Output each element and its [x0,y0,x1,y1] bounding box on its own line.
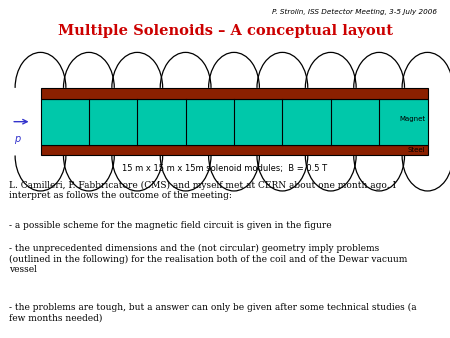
Text: Multiple Solenoids – A conceptual layout: Multiple Solenoids – A conceptual layout [58,24,392,38]
Text: L. Camilleri, P. Fabbricatore (CMS) and myself met at CERN about one month ago. : L. Camilleri, P. Fabbricatore (CMS) and … [9,181,396,200]
Text: Magnet: Magnet [399,116,425,122]
Text: - a possible scheme for the magnetic field circuit is given in the figure: - a possible scheme for the magnetic fie… [9,221,332,231]
Text: Steel: Steel [408,147,425,153]
Bar [40,145,428,155]
Text: - the unprecedented dimensions and the (not circular) geometry imply problems
(o: - the unprecedented dimensions and the (… [9,244,407,274]
Text: - the problems are tough, but a answer can only be given after some technical st: - the problems are tough, but a answer c… [9,303,417,322]
Bar [40,99,428,145]
Text: 15 m x 15 m x 15m solenoid modules;  B = 0.5 T: 15 m x 15 m x 15m solenoid modules; B = … [122,164,328,173]
Text: P. Strolin, ISS Detector Meeting, 3-5 July 2006: P. Strolin, ISS Detector Meeting, 3-5 Ju… [271,8,436,15]
Bar [40,88,428,99]
Text: p: p [14,134,20,144]
